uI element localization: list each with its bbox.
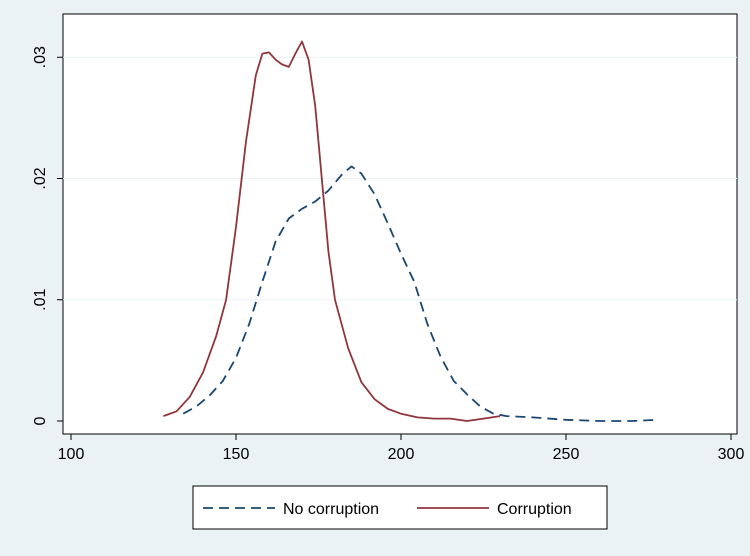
axes: 100 150 200 250 300 0 .01 .02 .03 bbox=[32, 46, 744, 463]
x-tick-label: 100 bbox=[58, 446, 85, 463]
x-tick-label: 250 bbox=[553, 446, 580, 463]
y-tick-label: 0 bbox=[32, 416, 49, 425]
legend-label: Corruption bbox=[497, 501, 572, 518]
x-tick-label: 300 bbox=[718, 446, 745, 463]
plot-area bbox=[62, 13, 738, 435]
series-lines bbox=[163, 40, 659, 422]
legend-box bbox=[192, 485, 608, 530]
y-tick-label: .02 bbox=[32, 167, 49, 189]
series-line-no-corruption bbox=[182, 165, 659, 422]
grid bbox=[63, 56, 737, 301]
y-tick-label: .01 bbox=[32, 289, 49, 311]
series-line-corruption bbox=[163, 40, 501, 422]
x-tick-label: 200 bbox=[388, 446, 415, 463]
legend-label: No corruption bbox=[283, 501, 379, 518]
legend: No corruption Corruption bbox=[192, 485, 608, 530]
x-tick-label: 150 bbox=[223, 446, 250, 463]
y-tick-label: .03 bbox=[32, 46, 49, 68]
